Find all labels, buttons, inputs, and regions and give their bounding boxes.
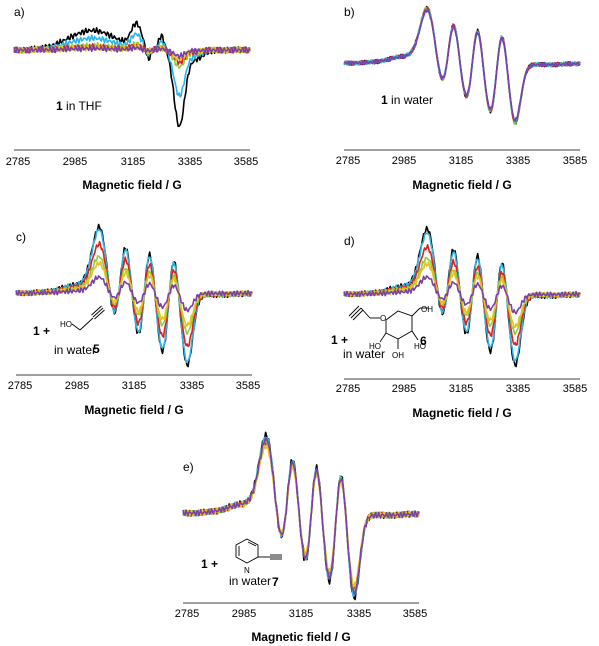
panel-b-tick-label: 2785 xyxy=(336,155,360,167)
panel-c: c) 1 + HO in water 5 2785 2985 3185 3385 358… xyxy=(8,223,260,417)
panel-e-label: e) xyxy=(183,460,194,474)
panel-a-trace-purple xyxy=(13,44,251,60)
panel-c-annotation: 1 + HO in water 5 xyxy=(33,305,105,357)
panel-c-traces xyxy=(15,223,253,368)
panel-a-annotation: 1 in THF xyxy=(56,99,102,113)
panel-a-tick-label: 3385 xyxy=(178,156,202,168)
compound-6-label: 6 xyxy=(420,334,427,348)
panel-b-trace-blue xyxy=(343,8,581,124)
panel-c-tick-label: 3385 xyxy=(180,380,204,392)
panel-c-tick-label: 3185 xyxy=(122,380,146,392)
panel-c-tick-label: 2785 xyxy=(8,380,32,392)
panel-d-tick-label: 3185 xyxy=(449,383,473,395)
panel-a: a) 1 in THF 2785 2985 3185 3385 3585 Magneti… xyxy=(6,5,258,192)
panel-a-trace-blue xyxy=(13,32,251,98)
panel-b-xlabel: Magnetic field / G xyxy=(412,178,511,192)
panel-a-label: a) xyxy=(14,5,25,19)
panel-d-tick-label: 3385 xyxy=(506,383,530,395)
panel-d-label: d) xyxy=(344,234,355,248)
panel-a-traces xyxy=(13,20,251,128)
panel-b-annotation: 1 in water xyxy=(381,93,433,107)
panel-b-tick-label: 3185 xyxy=(449,155,473,167)
panel-c-xlabel: Magnetic field / G xyxy=(84,403,183,417)
panel-a-tick-label: 3185 xyxy=(121,156,145,168)
ethynylpyridine-structure xyxy=(235,538,282,564)
panel-c-tick-label: 3585 xyxy=(236,380,260,392)
panel-e-tick-label: 3585 xyxy=(403,608,427,620)
panel-a-tick-labels: 2785 2985 3185 3385 3585 xyxy=(6,156,258,168)
compound-7-label: 7 xyxy=(272,575,279,589)
panel-e-annotation-prefix: 1 + xyxy=(201,557,218,571)
panel-d-trace-green xyxy=(343,256,581,336)
panel-d-tick-labels: 2785 2985 3185 3385 3585 xyxy=(336,383,587,395)
hydroxyl-3-label: OH xyxy=(392,351,404,360)
panel-d-tick-label: 3585 xyxy=(563,383,587,395)
pyridine-nitrogen-label: N xyxy=(244,566,250,575)
panel-d-tick-label: 2785 xyxy=(336,383,360,395)
panel-d-xlabel: Magnetic field / G xyxy=(412,406,511,420)
panel-e-tick-label: 3385 xyxy=(347,608,371,620)
panel-e-xlabel: Magnetic field / G xyxy=(251,630,350,644)
panel-b-tick-labels: 2785 2985 3185 3385 3585 xyxy=(336,155,587,167)
panel-a-xlabel: Magnetic field / G xyxy=(82,178,181,192)
panel-c-trace-green xyxy=(15,255,253,336)
panel-a-tick-label: 2985 xyxy=(63,156,87,168)
panel-e-traces xyxy=(182,431,420,601)
panel-e-tick-label: 3185 xyxy=(289,608,313,620)
panel-e-tick-label: 2785 xyxy=(175,608,199,620)
panel-d-trace-purple xyxy=(343,275,581,315)
panel-e-tick-label: 2985 xyxy=(232,608,256,620)
hydroxyl-2-label: HO xyxy=(369,342,381,351)
hydroxyl-4-label: HO xyxy=(414,342,426,351)
panel-b-tick-label: 2985 xyxy=(392,155,416,167)
compound-5-label: 5 xyxy=(93,342,100,356)
panel-b-tick-label: 3385 xyxy=(506,155,530,167)
panel-c-label: c) xyxy=(16,230,26,244)
propargyl-alcohol-structure xyxy=(71,305,105,331)
primary-hydroxyl-label: OH xyxy=(421,305,433,314)
panel-b-label: b) xyxy=(344,5,355,19)
panel-d-solvent: in water xyxy=(343,347,385,361)
glycosidic-oxygen-label: O xyxy=(380,314,386,323)
panel-d-annotation: 1 + O OH HO OH HO in water 6 xyxy=(331,305,433,361)
propargyl-glucoside-structure xyxy=(348,305,428,349)
panel-d-annotation-prefix: 1 + xyxy=(331,333,348,347)
panel-c-tick-labels: 2785 2985 3185 3385 3585 xyxy=(8,380,260,392)
panel-a-tick-label: 2785 xyxy=(6,156,30,168)
panel-e-tick-labels: 2785 2985 3185 3385 3585 xyxy=(175,608,427,620)
propargyl-alcohol-oh-label: HO xyxy=(60,320,72,329)
panel-b: b) 1 in water 2785 2985 3185 3385 3585 Magne… xyxy=(336,5,587,192)
panel-e-trace-green xyxy=(182,440,420,594)
panel-b-tick-label: 3585 xyxy=(563,155,587,167)
panel-e-solvent: in water xyxy=(229,574,271,588)
panel-c-annotation-prefix: 1 + xyxy=(33,324,50,338)
panel-d: d) 1 + O OH HO OH HO in water xyxy=(331,225,587,420)
panel-c-trace-purple xyxy=(15,275,253,313)
panel-e-annotation: 1 + N in water 7 xyxy=(201,538,282,589)
panel-e-trace-purple xyxy=(182,437,420,596)
panel-d-traces xyxy=(343,225,581,368)
panel-e: e) 1 + N in water 7 2785 2985 3185 3385 3585… xyxy=(175,431,427,644)
panel-d-tick-label: 2985 xyxy=(392,383,416,395)
panel-b-traces xyxy=(343,5,581,125)
panel-c-tick-label: 2985 xyxy=(65,380,89,392)
panel-a-tick-label: 3585 xyxy=(234,156,258,168)
panel-b-trace-purple xyxy=(343,8,581,122)
panel-c-solvent: in water xyxy=(54,343,96,357)
